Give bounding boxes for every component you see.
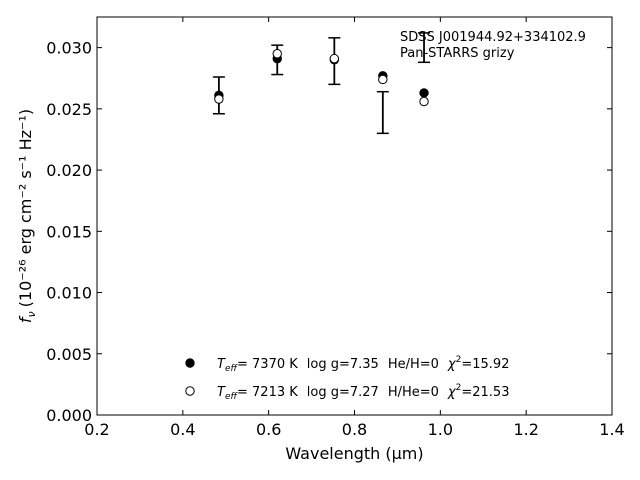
y-tick-label: 0.030 <box>46 39 92 58</box>
data-point-filled <box>419 88 429 98</box>
y-tick-label: 0.000 <box>46 406 92 425</box>
legend-marker-filled <box>185 358 195 368</box>
y-tick-label: 0.010 <box>46 284 92 303</box>
data-point-open <box>329 53 340 64</box>
x-tick-label: 0.2 <box>84 420 109 439</box>
legend-teff-symbol: T <box>217 385 226 400</box>
error-bar <box>376 90 389 135</box>
legend-composition: H/He=0 <box>388 385 439 400</box>
legend-logg: log g=7.35 <box>307 357 379 372</box>
legend-teff-subscript: eff <box>225 392 239 402</box>
y-axis-label: fν (10⁻²⁶ erg cm⁻² s⁻¹ Hz⁻¹) <box>16 109 38 323</box>
data-point-open <box>272 49 282 59</box>
y-tick-label: 0.020 <box>46 161 92 180</box>
legend-teff-subscript: eff <box>225 364 239 374</box>
data-point-open <box>214 94 224 104</box>
x-axis-label: Wavelength (μm) <box>285 444 423 463</box>
legend-chi-value: =15.92 <box>461 357 509 372</box>
y-axis-label-units: (10⁻²⁶ erg cm⁻² s⁻¹ Hz⁻¹) <box>16 109 35 307</box>
legend-teff-value: = 7213 K <box>237 385 298 400</box>
x-tick-label: 0.6 <box>256 420 281 439</box>
plot-area <box>212 32 431 135</box>
x-tick-label: 1.2 <box>513 420 538 439</box>
legend-composition: He/H=0 <box>388 357 439 372</box>
legend-text-h-he: Teff= 7213 K log g=7.27 H/He=0 χ2=21.53 <box>217 383 509 402</box>
legend-text-he-h: Teff= 7370 K log g=7.35 He/H=0 χ2=15.92 <box>217 355 509 374</box>
y-axis-label-symbol: f <box>16 315 35 323</box>
legend-logg: log g=7.27 <box>307 385 379 400</box>
data-point-open <box>378 74 388 85</box>
annotation-object-name: SDSS J001944.92+334102.9 <box>400 30 586 45</box>
legend-chi-superscript: 2 <box>456 383 462 393</box>
y-axis-label-subscript: ν <box>25 311 38 317</box>
x-tick-label: 0.8 <box>342 420 367 439</box>
legend-teff-value: = 7370 K <box>237 357 298 372</box>
error-bar <box>418 32 431 64</box>
x-tick-label: 1.4 <box>599 420 624 439</box>
x-tick-label: 0.4 <box>170 420 195 439</box>
legend-entry-h-he: Teff= 7213 K log g=7.27 H/He=0 χ2=21.53 <box>185 383 509 402</box>
x-tick-label: 1.0 <box>428 420 453 439</box>
y-axis-ticks: 0.000 0.005 0.010 0.015 0.020 0.025 0.030 <box>46 39 612 425</box>
y-tick-label: 0.005 <box>46 345 92 364</box>
data-point-open <box>419 96 429 107</box>
y-tick-label: 0.025 <box>46 100 92 119</box>
y-tick-label: 0.015 <box>46 222 92 241</box>
legend-teff-symbol: T <box>217 357 226 372</box>
legend-chi-superscript: 2 <box>456 355 462 365</box>
x-axis-ticks: 0.2 0.4 0.6 0.8 1.0 1.2 1.4 <box>84 17 625 439</box>
legend-chi-symbol: χ <box>447 385 457 400</box>
annotation-survey: Pan-STARRS grizy <box>400 46 515 61</box>
legend-marker-open <box>185 386 195 396</box>
legend-chi-symbol: χ <box>447 357 457 372</box>
legend-chi-value: =21.53 <box>461 385 509 400</box>
legend-entry-he-h: Teff= 7370 K log g=7.35 He/H=0 χ2=15.92 <box>185 355 509 374</box>
